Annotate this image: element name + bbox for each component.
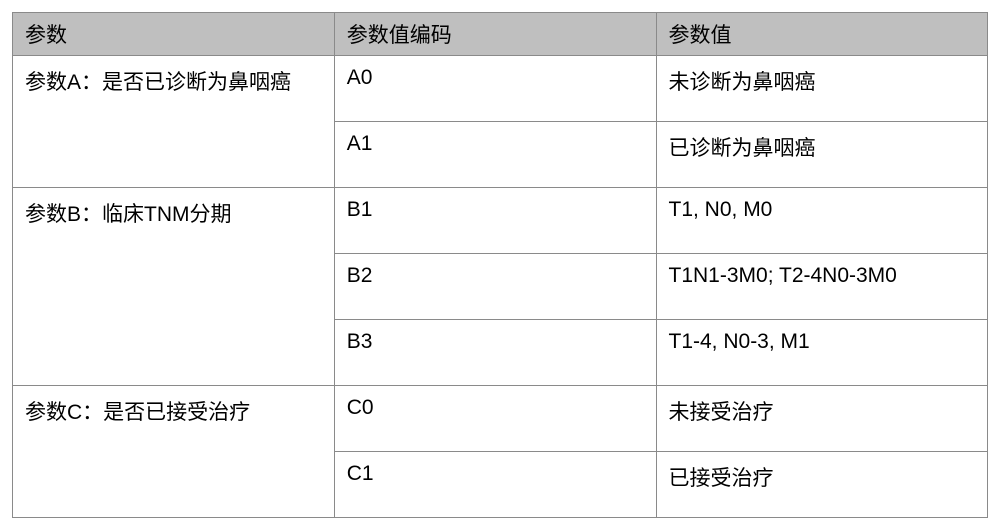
code-cell: C0 <box>334 386 656 452</box>
value-cell: T1-4, N0-3, M1 <box>656 320 988 386</box>
code-cell: B2 <box>334 254 656 320</box>
value-cell: 已接受治疗 <box>656 452 988 518</box>
table-header-row: 参数 参数值编码 参数值 <box>13 13 988 56</box>
param-cell: 参数C：是否已接受治疗 <box>13 386 335 518</box>
value-cell: T1N1-3M0; T2-4N0-3M0 <box>656 254 988 320</box>
value-cell: T1, N0, M0 <box>656 188 988 254</box>
value-cell: 未诊断为鼻咽癌 <box>656 56 988 122</box>
value-cell: 未接受治疗 <box>656 386 988 452</box>
table-row: 参数B：临床TNM分期 B1 T1, N0, M0 <box>13 188 988 254</box>
table-row: 参数C：是否已接受治疗 C0 未接受治疗 <box>13 386 988 452</box>
param-cell: 参数B：临床TNM分期 <box>13 188 335 386</box>
code-cell: B1 <box>334 188 656 254</box>
param-cell: 参数A：是否已诊断为鼻咽癌 <box>13 56 335 188</box>
col-header-param: 参数 <box>13 13 335 56</box>
code-cell: A1 <box>334 122 656 188</box>
col-header-value: 参数值 <box>656 13 988 56</box>
table-row: 参数A：是否已诊断为鼻咽癌 A0 未诊断为鼻咽癌 <box>13 56 988 122</box>
value-cell: 已诊断为鼻咽癌 <box>656 122 988 188</box>
code-cell: A0 <box>334 56 656 122</box>
code-cell: B3 <box>334 320 656 386</box>
code-cell: C1 <box>334 452 656 518</box>
parameters-table: 参数 参数值编码 参数值 参数A：是否已诊断为鼻咽癌 A0 未诊断为鼻咽癌 A1… <box>12 12 988 518</box>
col-header-code: 参数值编码 <box>334 13 656 56</box>
